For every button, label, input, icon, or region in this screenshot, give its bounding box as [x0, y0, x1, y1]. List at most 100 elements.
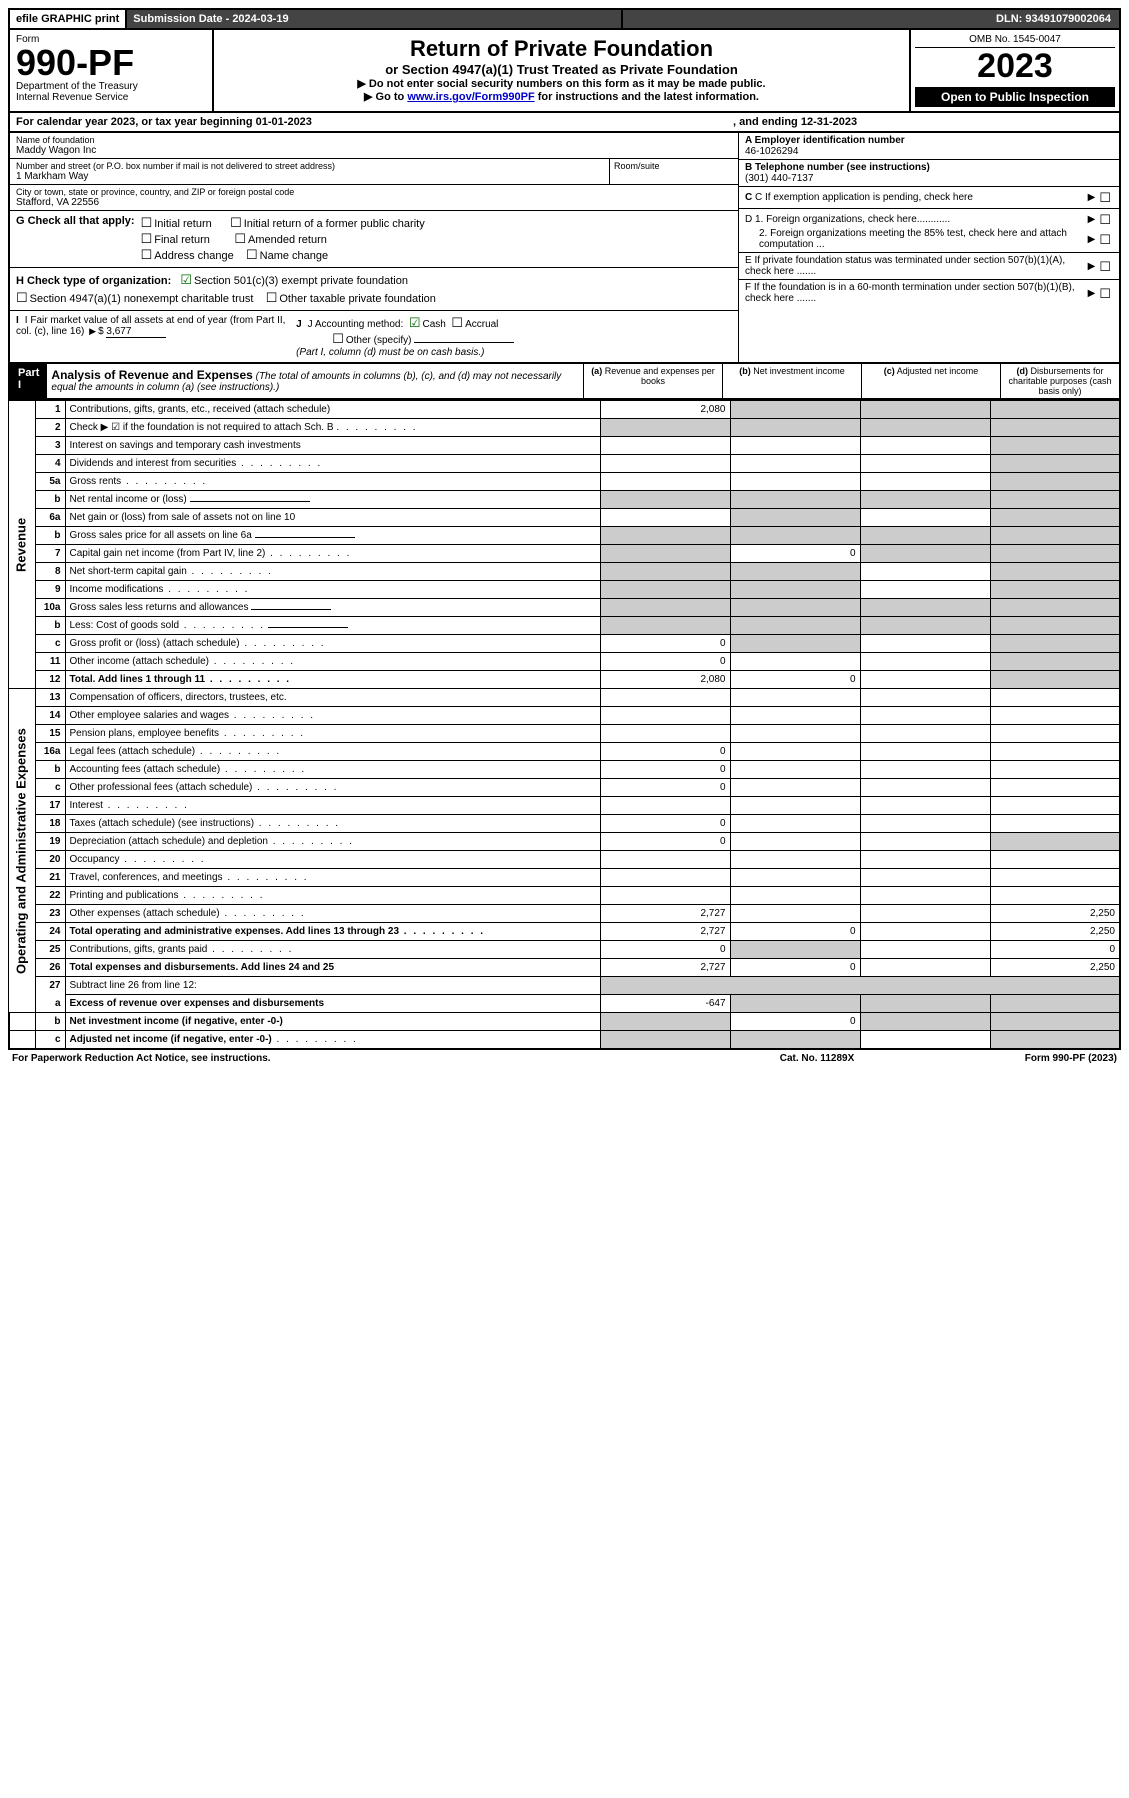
initial-former-label: Initial return of a former public charit…	[244, 218, 425, 230]
s4947-label: Section 4947(a)(1) nonexempt charitable …	[30, 293, 254, 305]
line-desc: Occupancy	[65, 851, 600, 869]
amt-cell: 2,727	[600, 905, 730, 923]
table-row: 20Occupancy	[9, 851, 1120, 869]
arrow-icon	[1088, 288, 1096, 299]
name-change-checkbox[interactable]	[246, 250, 260, 262]
line-desc: Dividends and interest from securities	[65, 455, 600, 473]
table-row: 7Capital gain net income (from Part IV, …	[9, 545, 1120, 563]
instr-2: ▶ Go to www.irs.gov/Form990PF for instru…	[220, 90, 903, 103]
line-desc: Gross sales less returns and allowances	[65, 599, 600, 617]
line-desc: Other professional fees (attach schedule…	[65, 779, 600, 797]
form-title: Return of Private Foundation	[220, 36, 903, 62]
table-row: bGross sales price for all assets on lin…	[9, 527, 1120, 545]
col-c-label: Adjusted net income	[897, 366, 979, 376]
amt-cell: 0	[600, 761, 730, 779]
table-row: 12Total. Add lines 1 through 112,0800	[9, 671, 1120, 689]
expenses-side-label: Operating and Administrative Expenses	[9, 689, 35, 1013]
amt-cell: 2,080	[600, 671, 730, 689]
line-desc: Other expenses (attach schedule)	[65, 905, 600, 923]
phone-value: (301) 440-7137	[745, 173, 1113, 184]
line-desc: Pension plans, employee benefits	[65, 725, 600, 743]
instr-1: ▶ Do not enter social security numbers o…	[220, 77, 903, 90]
line-desc: Legal fees (attach schedule)	[65, 743, 600, 761]
c-checkbox[interactable]	[1099, 189, 1113, 206]
line-desc: Other employee salaries and wages	[65, 707, 600, 725]
line-desc: Net short-term capital gain	[65, 563, 600, 581]
other-taxable-label: Other taxable private foundation	[279, 293, 436, 305]
amt-cell: 0	[730, 545, 860, 563]
part1-header-row: Part I Analysis of Revenue and Expenses …	[8, 364, 1121, 400]
form990pf-link[interactable]: www.irs.gov/Form990PF	[407, 91, 534, 103]
amt-cell: 2,080	[600, 401, 730, 419]
tax-year: 2023	[915, 48, 1115, 85]
accrual-checkbox[interactable]	[451, 319, 465, 330]
line-desc: Depreciation (attach schedule) and deple…	[65, 833, 600, 851]
line-desc: Compensation of officers, directors, tru…	[65, 689, 600, 707]
final-return-checkbox[interactable]	[141, 234, 155, 246]
i-value: 3,677	[106, 326, 166, 338]
d1-checkbox[interactable]	[1099, 211, 1113, 228]
line-desc: Gross rents	[65, 473, 600, 491]
line-desc: Total operating and administrative expen…	[65, 923, 600, 941]
line-desc: Adjusted net income (if negative, enter …	[65, 1031, 600, 1050]
d1-label: D 1. Foreign organizations, check here..…	[745, 214, 1088, 225]
address-change-checkbox[interactable]	[141, 250, 155, 262]
amt-cell: 2,250	[990, 905, 1120, 923]
revenue-side-label: Revenue	[9, 401, 35, 689]
col-b-label: Net investment income	[753, 366, 845, 376]
accrual-label: Accrual	[465, 319, 498, 330]
line-desc: Subtract line 26 from line 12:	[65, 977, 600, 995]
table-row: 22Printing and publications	[9, 887, 1120, 905]
line-desc: Contributions, gifts, grants, etc., rece…	[65, 401, 600, 419]
part1-title: Analysis of Revenue and Expenses	[51, 368, 252, 382]
table-row: bNet rental income or (loss)	[9, 491, 1120, 509]
cal-end: , and ending 12-31-2023	[733, 116, 1113, 128]
s501-checkbox[interactable]	[180, 275, 194, 287]
cash-checkbox[interactable]	[409, 319, 423, 330]
form-header: Form 990-PF Department of the Treasury I…	[8, 30, 1121, 113]
amt-cell: 0	[600, 743, 730, 761]
line-desc: Contributions, gifts, grants paid	[65, 941, 600, 959]
table-row: Revenue 1Contributions, gifts, grants, e…	[9, 401, 1120, 419]
amt-cell: -647	[600, 995, 730, 1013]
table-row: 5aGross rents	[9, 473, 1120, 491]
c-label: C If exemption application is pending, c…	[755, 192, 973, 203]
d2-checkbox[interactable]	[1099, 231, 1113, 248]
efile-label: efile GRAPHIC print	[10, 10, 127, 28]
a-label: A Employer identification number	[745, 135, 1113, 146]
table-row: 15Pension plans, employee benefits	[9, 725, 1120, 743]
table-row: bAccounting fees (attach schedule)0	[9, 761, 1120, 779]
table-row: 10aGross sales less returns and allowanc…	[9, 599, 1120, 617]
name-change-label: Name change	[260, 250, 329, 262]
s4947-checkbox[interactable]	[16, 293, 30, 305]
line-desc: Accounting fees (attach schedule)	[65, 761, 600, 779]
initial-return-checkbox[interactable]	[141, 218, 155, 230]
line-desc: Gross profit or (loss) (attach schedule)	[65, 635, 600, 653]
table-row: 9Income modifications	[9, 581, 1120, 599]
amt-cell: 2,250	[990, 959, 1120, 977]
analysis-table: Revenue 1Contributions, gifts, grants, e…	[8, 400, 1121, 1050]
h-label: H Check type of organization:	[16, 275, 171, 287]
cal-begin: For calendar year 2023, or tax year begi…	[16, 116, 733, 128]
cash-label: Cash	[422, 319, 445, 330]
room-label: Room/suite	[614, 161, 734, 171]
table-row: 11Other income (attach schedule)0	[9, 653, 1120, 671]
table-row: 27Subtract line 26 from line 12:	[9, 977, 1120, 995]
line-desc: Income modifications	[65, 581, 600, 599]
g-label: G Check all that apply:	[16, 215, 135, 227]
table-row: 16aLegal fees (attach schedule)0	[9, 743, 1120, 761]
s501-label: Section 501(c)(3) exempt private foundat…	[194, 275, 408, 287]
f-label: F If the foundation is in a 60-month ter…	[745, 282, 1088, 304]
arrow-icon	[1088, 234, 1096, 245]
amt-cell: 0	[600, 635, 730, 653]
e-checkbox[interactable]	[1099, 258, 1113, 275]
other-taxable-checkbox[interactable]	[266, 293, 280, 305]
name-label: Name of foundation	[16, 135, 732, 145]
f-checkbox[interactable]	[1099, 285, 1113, 302]
line-desc: Total expenses and disbursements. Add li…	[65, 959, 600, 977]
initial-former-checkbox[interactable]	[230, 218, 244, 230]
table-row: 19Depreciation (attach schedule) and dep…	[9, 833, 1120, 851]
other-method-checkbox[interactable]	[332, 335, 346, 346]
amended-return-checkbox[interactable]	[234, 234, 248, 246]
table-row: 26Total expenses and disbursements. Add …	[9, 959, 1120, 977]
